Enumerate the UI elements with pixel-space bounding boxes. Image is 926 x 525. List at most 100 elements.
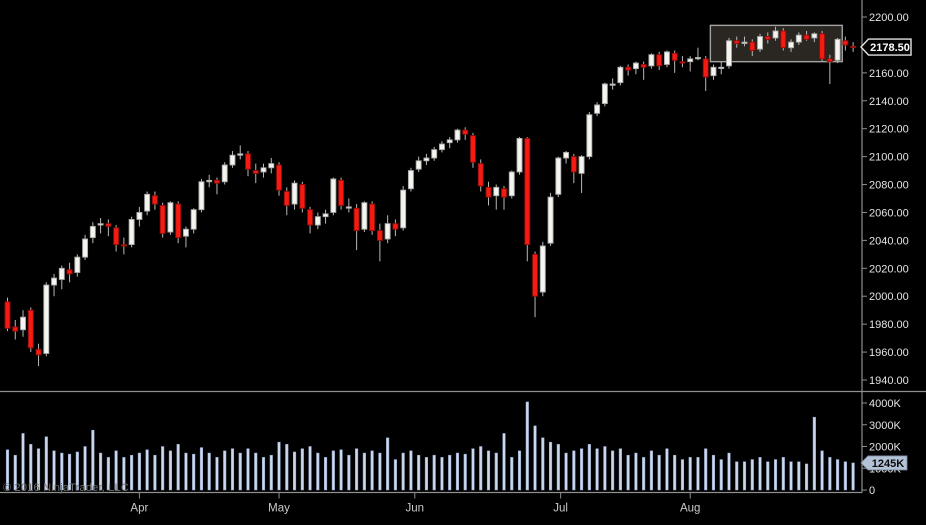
volume-bar [184, 452, 188, 491]
volume-bar [114, 450, 118, 491]
volume-bar [269, 454, 273, 491]
candle [788, 39, 795, 52]
candle [159, 202, 166, 238]
candle [772, 26, 779, 41]
candle [338, 177, 345, 210]
volume-bar [145, 449, 149, 491]
candle [485, 181, 492, 206]
volume-bar [308, 446, 312, 491]
volume-axis[interactable]: 4000K3000K2000K1000K0 [862, 398, 901, 497]
candle [268, 158, 275, 174]
candle [578, 155, 585, 193]
last-volume-value: 1245K [872, 458, 904, 470]
volume-bar [486, 450, 491, 491]
volume-bar [440, 457, 444, 491]
volume-bar [378, 452, 382, 491]
volume-bar [331, 450, 335, 491]
volume-bar [347, 454, 351, 491]
month-label: May [268, 503, 290, 515]
candle [826, 54, 833, 85]
candle [415, 156, 422, 172]
candle [314, 212, 321, 230]
candle [508, 170, 515, 199]
last-price-tag: 2178.50 [860, 38, 912, 56]
volume-bar [277, 441, 281, 491]
volume-bar [153, 454, 157, 491]
candle [842, 36, 849, 51]
volume-tick-label: 0 [869, 485, 875, 497]
candle [4, 297, 11, 332]
volume-bar [517, 450, 522, 491]
volume-bar [292, 451, 297, 491]
volume-bar [91, 429, 95, 491]
candle [299, 181, 306, 213]
volume-bar [393, 459, 397, 491]
volume-bar [781, 457, 785, 491]
volume-bar [836, 459, 840, 491]
volume-bar [549, 441, 553, 491]
volume-tag-shape [860, 455, 908, 471]
volume-bar [362, 452, 366, 491]
candle [58, 265, 65, 290]
volume-bar [75, 451, 79, 491]
candle [206, 174, 213, 188]
volume-bar [843, 461, 847, 491]
candle [307, 206, 314, 234]
volume-bar [230, 448, 235, 491]
volume-bar [192, 453, 196, 491]
candle [438, 141, 445, 153]
volume-bar [711, 454, 716, 491]
candle [407, 167, 414, 192]
volume-bar [556, 444, 560, 491]
volume-bar [83, 446, 87, 491]
volume-bar [805, 463, 809, 491]
volume-bar [417, 454, 421, 491]
candle [726, 37, 732, 69]
volume-bar [5, 449, 10, 491]
volume-bar [36, 448, 41, 491]
volume-bar [680, 459, 684, 491]
volume-bar [316, 452, 320, 491]
candle [702, 56, 709, 91]
volume-bar [99, 452, 103, 491]
volume-bar [479, 446, 483, 491]
candle [82, 234, 89, 260]
last-volume-tag: 1245K [860, 455, 908, 471]
candle [400, 185, 407, 231]
candle [66, 262, 73, 283]
price-tick-label: 1940.00 [869, 375, 909, 387]
candle [462, 127, 469, 140]
time-axis[interactable]: Apr May Jun Jul Aug [130, 492, 700, 515]
volume-bar [649, 450, 653, 491]
volume-bar [587, 444, 591, 491]
candle [182, 226, 189, 248]
volume-bar [820, 450, 824, 491]
candle [229, 151, 236, 168]
candle [105, 219, 112, 237]
volume-bar [21, 433, 25, 491]
candle [470, 132, 476, 168]
candle [749, 39, 756, 57]
candle [128, 216, 135, 248]
volume-bar [494, 452, 498, 491]
volume-bar [828, 457, 832, 491]
candle [175, 201, 182, 244]
volume-bar [161, 446, 165, 491]
price-tick-label: 2120.00 [869, 124, 909, 136]
price-axis[interactable]: 2200.00 2160.00 2140.00 2120.00 2100.00 2080.… [862, 12, 909, 387]
volume-bar [797, 461, 801, 491]
volume-tick-label: 3000K [869, 420, 901, 432]
volume-bar [370, 450, 374, 491]
volume-bar [215, 457, 219, 491]
volume-bar [750, 459, 754, 491]
candle [214, 177, 220, 195]
candle [376, 223, 383, 262]
candle [493, 184, 500, 210]
volume-bar [789, 461, 793, 491]
volume-bar [502, 433, 506, 491]
volume-bar [448, 454, 452, 491]
volume-bar [642, 457, 646, 491]
volume-bar [719, 459, 723, 491]
candle [167, 201, 174, 235]
